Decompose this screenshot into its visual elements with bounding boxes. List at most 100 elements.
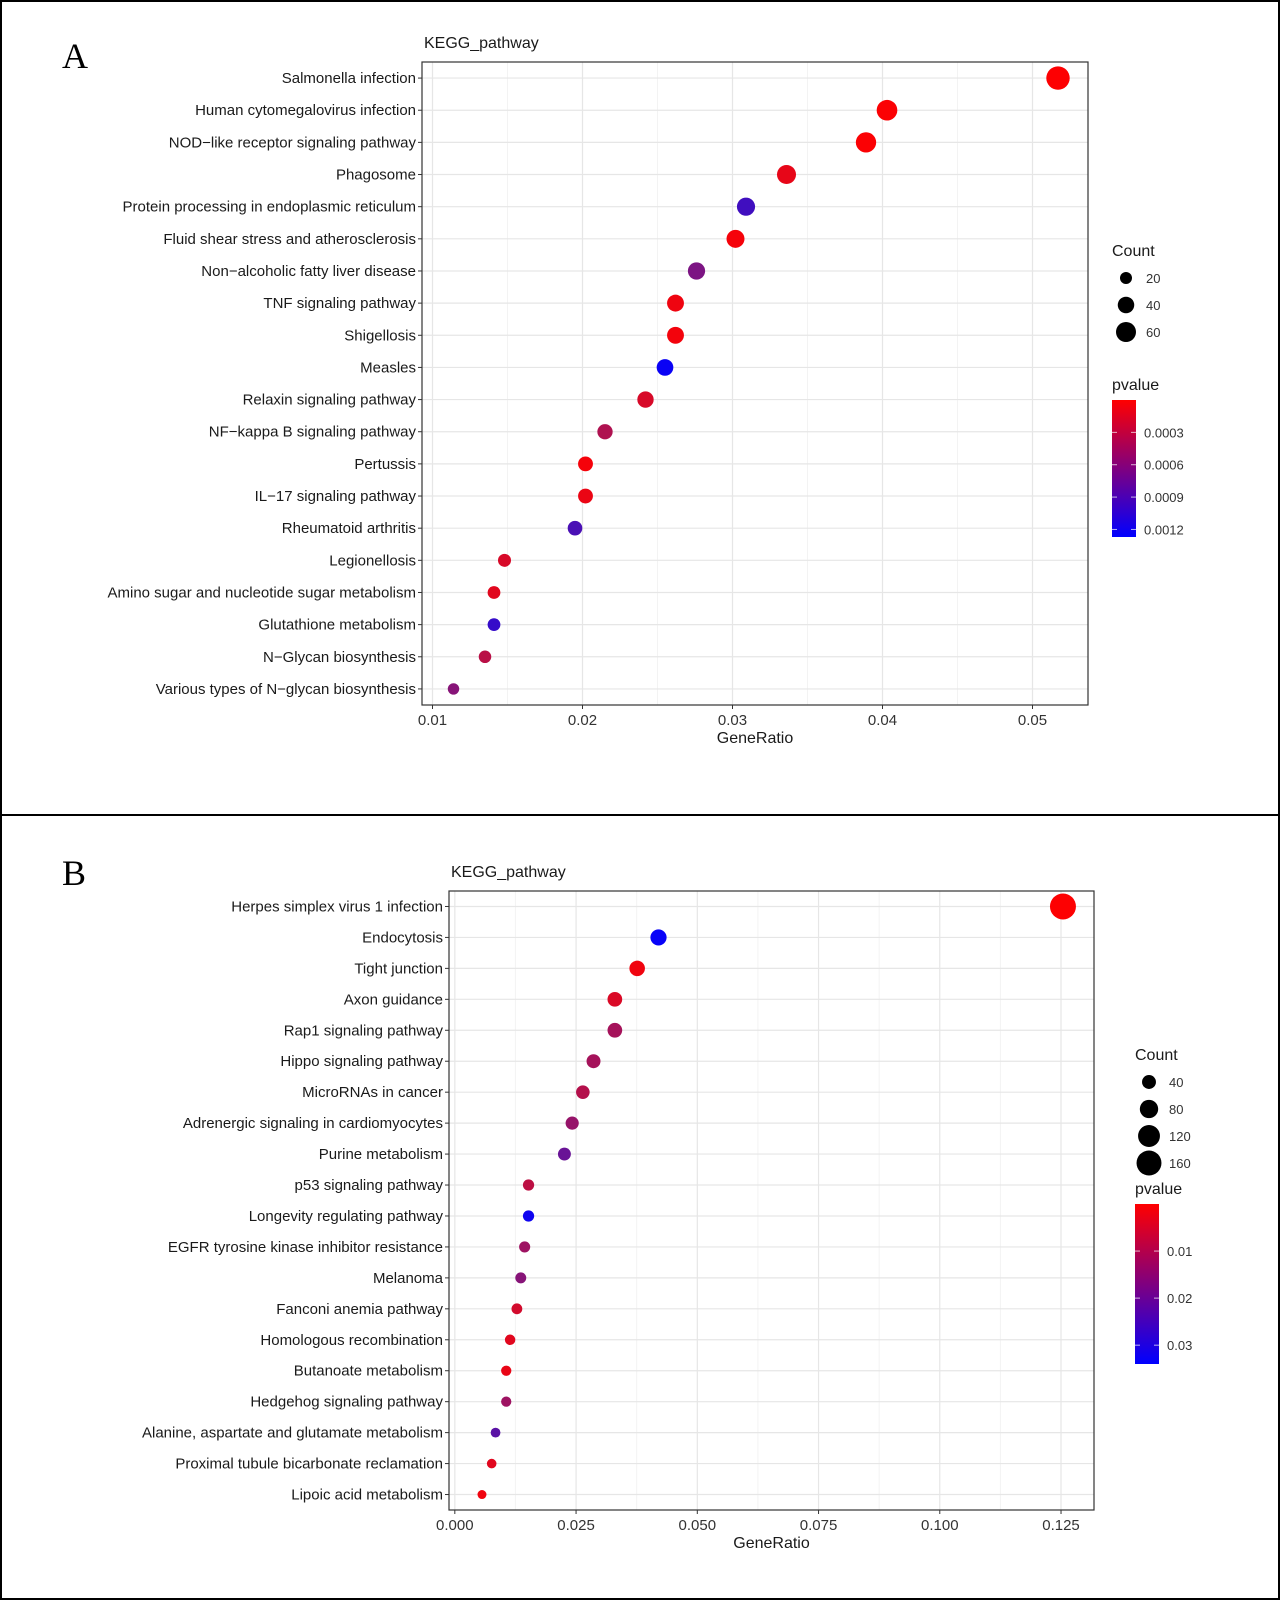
size-legend-label: 120	[1169, 1129, 1191, 1144]
y-tick-label: Homologous recombination	[260, 1332, 443, 1349]
color-legend-title: pvalue	[1112, 377, 1159, 394]
x-tick-label: 0.000	[436, 1517, 474, 1534]
y-tick-label: Herpes simplex virus 1 infection	[231, 898, 443, 915]
y-tick-label: Amino sugar and nucleotide sugar metabol…	[107, 584, 416, 601]
y-tick-label: Glutathione metabolism	[258, 617, 416, 634]
size-legend-label: 20	[1146, 271, 1160, 286]
data-point	[578, 488, 593, 504]
x-tick-label: 0.02	[568, 712, 597, 729]
x-axis-label: GeneRatio	[717, 730, 794, 747]
data-point	[776, 165, 797, 185]
color-legend-label: 0.0012	[1144, 522, 1184, 537]
x-tick-label: 0.03	[718, 712, 747, 729]
data-point	[597, 424, 613, 440]
y-tick-label: Human cytomegalovirus infection	[195, 102, 416, 119]
y-tick-label: Rap1 signaling pathway	[284, 1022, 444, 1039]
size-legend-label: 40	[1169, 1075, 1183, 1090]
y-tick-label: Endocytosis	[362, 929, 443, 946]
x-axis-label: GeneRatio	[733, 1535, 810, 1552]
y-tick-label: TNF signaling pathway	[263, 295, 416, 312]
y-tick-label: IL−17 signaling pathway	[255, 488, 417, 505]
data-point	[478, 650, 492, 664]
chart-title: KEGG_pathway	[424, 35, 539, 52]
y-tick-label: Proximal tubule bicarbonate reclamation	[175, 1456, 443, 1473]
y-tick-label: Lipoic acid metabolism	[291, 1487, 443, 1504]
size-legend-label: 160	[1169, 1156, 1191, 1171]
data-point	[490, 1427, 501, 1438]
data-point	[522, 1210, 535, 1222]
y-tick-label: Axon guidance	[344, 991, 443, 1008]
y-tick-label: Protein processing in endoplasmic reticu…	[123, 199, 416, 216]
data-point	[629, 960, 645, 977]
data-point	[565, 1116, 579, 1130]
data-point	[650, 929, 667, 946]
size-legend-label: 80	[1169, 1102, 1183, 1117]
color-legend-label: 0.03	[1167, 1338, 1192, 1353]
data-point	[487, 586, 501, 599]
plot-background	[422, 62, 1088, 705]
data-point	[656, 359, 674, 376]
plot-background	[449, 891, 1094, 1510]
data-point	[687, 262, 706, 280]
color-legend-label: 0.01	[1167, 1244, 1192, 1259]
color-legend-label: 0.0006	[1144, 458, 1184, 473]
data-point	[576, 1085, 590, 1099]
data-point	[504, 1334, 516, 1345]
data-point	[726, 229, 745, 248]
x-tick-label: 0.01	[418, 712, 447, 729]
y-tick-label: EGFR tyrosine kinase inhibitor resistanc…	[168, 1239, 443, 1256]
y-tick-label: Various types of N−glycan biosynthesis	[156, 681, 416, 698]
data-point	[486, 1458, 497, 1469]
data-point	[519, 1241, 531, 1253]
y-tick-label: Butanoate metabolism	[294, 1363, 443, 1380]
data-point	[607, 1022, 623, 1038]
size-legend-key	[1136, 1150, 1162, 1176]
data-point	[557, 1147, 571, 1161]
y-tick-label: Relaxin signaling pathway	[243, 392, 417, 409]
data-point	[501, 1396, 512, 1407]
plot-border	[421, 61, 1089, 706]
data-point	[586, 1054, 601, 1069]
color-bar	[1135, 1204, 1159, 1364]
size-legend-key	[1120, 272, 1132, 284]
y-tick-label: p53 signaling pathway	[295, 1177, 444, 1194]
size-legend-title: Count	[1112, 243, 1155, 260]
y-tick-label: NF−kappa B signaling pathway	[209, 424, 417, 441]
data-point	[607, 991, 623, 1007]
size-legend-label: 60	[1146, 325, 1160, 340]
y-tick-label: Legionellosis	[329, 552, 416, 569]
y-tick-label: Pertussis	[354, 456, 416, 473]
y-tick-label: Phagosome	[336, 167, 416, 184]
data-point	[578, 456, 593, 472]
x-tick-label: 0.100	[921, 1517, 959, 1534]
data-point	[522, 1179, 535, 1191]
data-point	[876, 99, 898, 121]
size-legend-key	[1117, 296, 1135, 314]
data-point	[667, 326, 684, 344]
panel-a-label: A	[62, 36, 88, 76]
data-point	[1049, 893, 1076, 920]
panel-b-label: B	[62, 853, 86, 893]
size-legend-key	[1139, 1099, 1159, 1119]
data-point	[567, 520, 583, 536]
data-point	[1046, 66, 1070, 90]
y-tick-label: Salmonella infection	[282, 70, 416, 87]
y-tick-label: Fanconi anemia pathway	[276, 1301, 443, 1318]
y-tick-label: Alanine, aspartate and glutamate metabol…	[142, 1425, 443, 1442]
y-tick-label: Tight junction	[354, 960, 443, 977]
size-legend-key	[1142, 1075, 1156, 1089]
color-legend-label: 0.0009	[1144, 490, 1184, 505]
size-legend-key	[1116, 322, 1136, 342]
data-point	[477, 1490, 487, 1500]
x-tick-label: 0.075	[800, 1517, 838, 1534]
color-legend-label: 0.02	[1167, 1291, 1192, 1306]
y-tick-label: N−Glycan biosynthesis	[263, 649, 416, 666]
data-point	[447, 683, 460, 695]
x-tick-label: 0.05	[1018, 712, 1047, 729]
size-legend-title: Count	[1135, 1047, 1178, 1064]
size-legend-key	[1138, 1125, 1160, 1147]
y-tick-label: Adrenergic signaling in cardiomyocytes	[183, 1115, 443, 1132]
y-tick-label: Melanoma	[373, 1270, 444, 1287]
y-tick-label: NOD−like receptor signaling pathway	[169, 134, 417, 151]
